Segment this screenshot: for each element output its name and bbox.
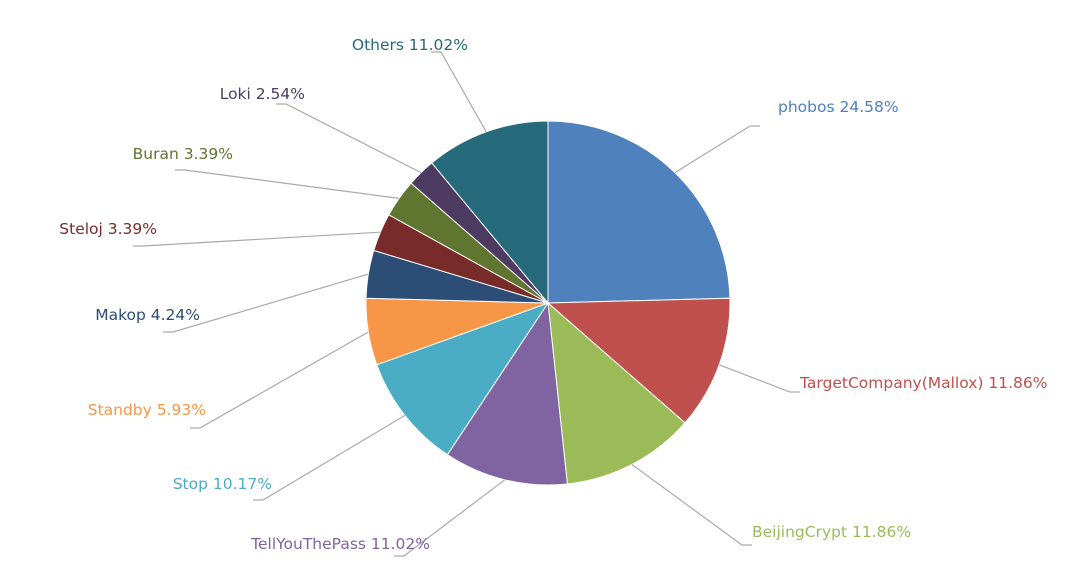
slice-label: TargetCompany(Mallox) 11.86% bbox=[799, 374, 1047, 392]
slice-labels: phobos 24.58% TargetCompany(Mallox) 11.86… bbox=[59, 36, 1047, 553]
slice-label: BeijingCrypt 11.86% bbox=[752, 523, 911, 541]
leader-line bbox=[718, 364, 800, 393]
leader-line bbox=[253, 414, 406, 501]
leader-line bbox=[674, 125, 760, 174]
leader-line bbox=[276, 103, 422, 174]
leader-line bbox=[431, 51, 487, 133]
slice-label: Others 11.02% bbox=[352, 36, 468, 54]
slice-label: phobos 24.58% bbox=[778, 98, 899, 116]
leader-line bbox=[394, 479, 506, 557]
pie-slice-targetcompany-mallox bbox=[546, 297, 731, 424]
leader-line bbox=[163, 273, 369, 333]
pie-slice-stop bbox=[376, 302, 550, 456]
slice-label: Standby 5.93% bbox=[88, 401, 206, 419]
slice-label: Makop 4.24% bbox=[95, 306, 200, 324]
slice-label: Buran 3.39% bbox=[133, 145, 233, 163]
slice-label: Steloj 3.39% bbox=[59, 220, 157, 238]
leader-lines bbox=[133, 51, 800, 557]
slice-label: Stop 10.17% bbox=[173, 475, 272, 493]
leader-line bbox=[133, 231, 381, 247]
slice-label: Loki 2.54% bbox=[220, 85, 305, 103]
leader-line bbox=[631, 464, 752, 546]
pie-slice-beijingcrypt bbox=[547, 301, 686, 485]
pie-slice-others bbox=[431, 120, 549, 305]
leader-line bbox=[190, 331, 369, 429]
leader-line bbox=[175, 169, 400, 199]
slice-label: TellYouThePass 11.02% bbox=[250, 535, 430, 553]
pie-slice-phobos bbox=[547, 120, 731, 304]
pie-slice-tellyouthepass bbox=[446, 301, 568, 486]
pie-slices bbox=[365, 120, 731, 486]
